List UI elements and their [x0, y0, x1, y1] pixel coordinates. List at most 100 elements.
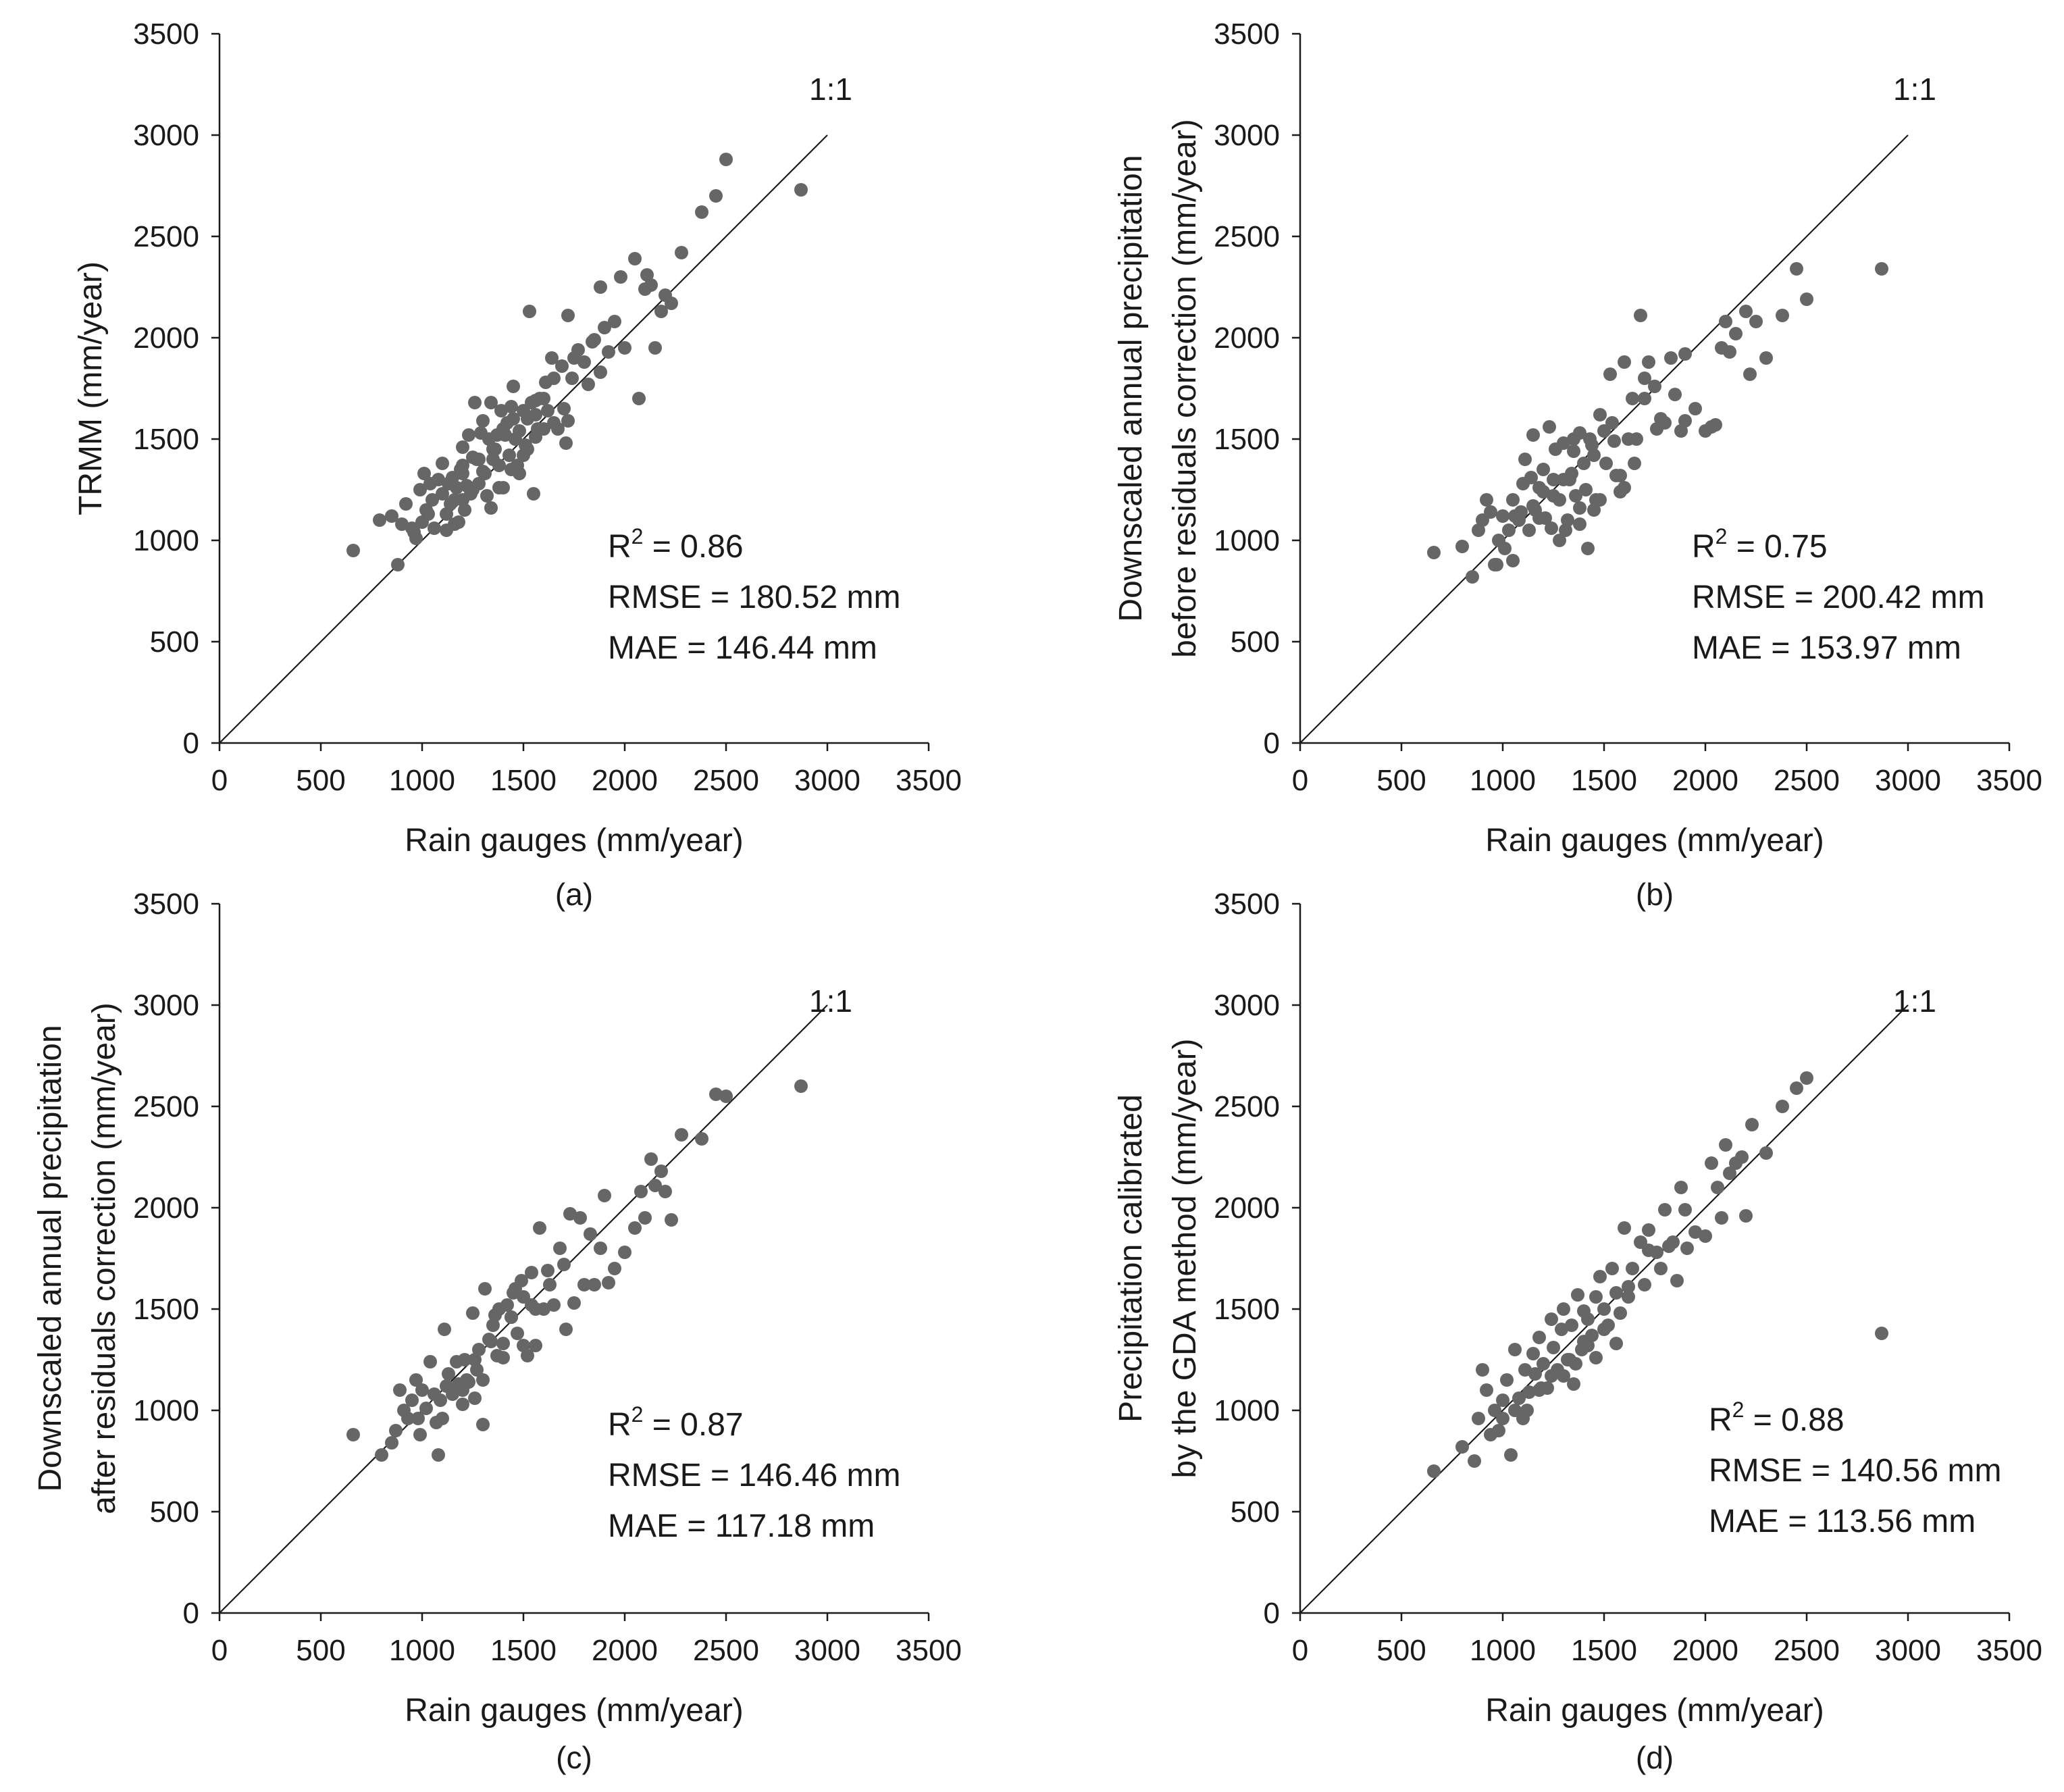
- data-point: [430, 1416, 443, 1429]
- data-point: [454, 1381, 467, 1395]
- data-point: [385, 1436, 398, 1450]
- x-tick-label: 2500: [693, 1634, 759, 1667]
- data-point: [434, 1393, 447, 1407]
- data-point: [484, 396, 498, 409]
- data-point: [1508, 1404, 1522, 1417]
- data-point: [527, 487, 540, 501]
- data-point: [557, 402, 571, 415]
- data-point: [1614, 1306, 1627, 1320]
- data-point: [1526, 499, 1540, 513]
- data-point: [1480, 493, 1493, 507]
- r-squared-value: = 0.75: [1727, 529, 1827, 565]
- data-point: [507, 412, 520, 426]
- data-point: [432, 473, 445, 486]
- data-point: [511, 1327, 524, 1340]
- data-point: [478, 1282, 492, 1296]
- data-point: [1547, 489, 1560, 503]
- data-point: [598, 1189, 611, 1202]
- data-point: [547, 416, 561, 430]
- rmse-text: RMSE = 146.46 mm: [608, 1458, 901, 1493]
- data-point: [1776, 1100, 1789, 1113]
- data-point: [567, 1296, 581, 1310]
- data-point: [484, 1335, 498, 1348]
- data-point: [1472, 1412, 1485, 1425]
- data-point: [1605, 416, 1619, 430]
- x-tick-label: 0: [1292, 1634, 1308, 1667]
- data-point: [1662, 1239, 1676, 1253]
- data-point: [1614, 469, 1627, 482]
- data-point: [618, 1246, 631, 1259]
- data-point: [561, 309, 575, 322]
- data-point: [1557, 436, 1570, 450]
- x-tick-label: 500: [1376, 1634, 1426, 1667]
- x-tick-label: 500: [296, 1634, 345, 1667]
- data-point: [525, 1266, 538, 1279]
- data-point: [513, 424, 526, 438]
- y-axis-title: by the GDA method (mm/year): [1167, 1039, 1203, 1479]
- y-tick-label: 500: [1231, 1495, 1280, 1529]
- y-tick-label: 1500: [1214, 423, 1280, 456]
- y-tick-label: 3000: [1214, 119, 1280, 152]
- data-point: [346, 544, 360, 557]
- x-tick-label: 3000: [1875, 764, 1941, 797]
- data-point: [665, 1213, 678, 1227]
- data-point: [584, 1227, 597, 1241]
- data-point: [1534, 1381, 1548, 1395]
- x-tick-label: 2000: [1672, 1634, 1738, 1667]
- data-point: [1508, 1343, 1522, 1356]
- data-point: [395, 517, 409, 531]
- data-point: [1484, 505, 1497, 519]
- rmse-text: RMSE = 140.56 mm: [1709, 1453, 2002, 1489]
- data-point: [1492, 1424, 1505, 1437]
- data-point: [456, 1398, 469, 1411]
- data-point: [385, 509, 398, 523]
- data-point: [1688, 1225, 1702, 1239]
- data-point: [654, 305, 668, 318]
- data-point: [1680, 1241, 1694, 1255]
- data-point: [1626, 1262, 1639, 1275]
- y-tick-label: 1500: [1214, 1293, 1280, 1326]
- data-point: [1593, 1270, 1607, 1283]
- data-point: [1581, 1312, 1595, 1326]
- x-axis-title: Rain gauges (mm/year): [405, 823, 744, 859]
- data-point: [1537, 1357, 1550, 1371]
- data-point: [1520, 1404, 1534, 1417]
- data-point: [695, 205, 708, 219]
- data-point: [1790, 1081, 1803, 1095]
- x-tick-label: 500: [1376, 764, 1426, 797]
- data-point: [1468, 1454, 1481, 1468]
- r-squared-symbol: R: [608, 1407, 631, 1443]
- mae-text: MAE = 117.18 mm: [608, 1508, 875, 1544]
- data-point: [675, 1128, 688, 1142]
- data-point: [1476, 1363, 1489, 1377]
- x-axis-title: Rain gauges (mm/year): [1485, 1693, 1824, 1729]
- data-point: [1565, 1319, 1578, 1332]
- one-to-one-label: 1:1: [809, 983, 852, 1019]
- data-point: [1642, 1223, 1655, 1237]
- data-point: [1427, 1464, 1441, 1478]
- y-tick-label: 3000: [1214, 989, 1280, 1022]
- data-point: [389, 1424, 403, 1437]
- y-tick-label: 2500: [1214, 220, 1280, 253]
- data-point: [1800, 1071, 1813, 1085]
- data-point: [547, 372, 561, 385]
- data-point: [1618, 481, 1631, 494]
- r-squared-exponent: 2: [631, 1402, 644, 1427]
- data-point: [1875, 262, 1888, 276]
- data-point: [496, 422, 510, 436]
- data-point: [644, 278, 658, 292]
- one-to-one-line: [219, 1004, 828, 1614]
- data-point: [602, 1276, 615, 1289]
- data-point: [373, 513, 386, 527]
- mae-text: MAE = 146.44 mm: [608, 630, 877, 666]
- panel-c: 0 500 1000 1500 2000 2500 3000 3500 0 500 1000 1500…: [32, 888, 962, 1775]
- data-point: [1557, 1369, 1570, 1383]
- y-axis-title: before residuals correction (mm/year): [1167, 119, 1203, 658]
- data-point: [1678, 414, 1692, 428]
- data-point: [675, 246, 688, 259]
- y-axis-title: Downscaled annual precipitation: [32, 1025, 68, 1491]
- data-point: [1496, 1393, 1510, 1407]
- data-point: [543, 1278, 557, 1291]
- mae-text: MAE = 153.97 mm: [1692, 630, 1961, 666]
- y-tick-label: 2500: [133, 220, 199, 253]
